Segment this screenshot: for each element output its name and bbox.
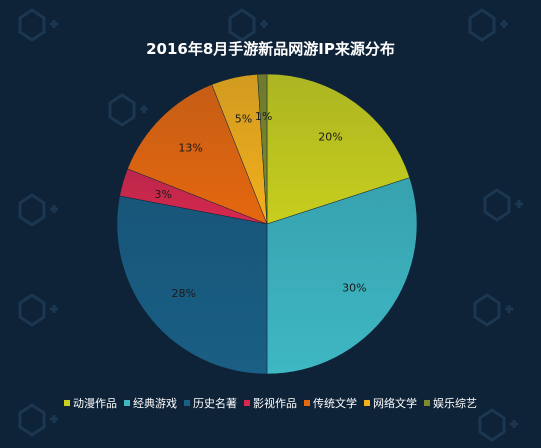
pie-slice-3	[116, 195, 268, 375]
legend-swatch	[364, 400, 370, 406]
slice-label-5: 13%	[178, 142, 202, 155]
pie-slice-5	[127, 84, 268, 225]
legend-swatch	[124, 400, 130, 406]
legend-swatch	[64, 400, 70, 406]
legend-swatch	[244, 400, 250, 406]
legend-label: 娱乐综艺	[433, 397, 477, 410]
legend-item-5: 传统文学	[304, 395, 357, 411]
legend-label: 影视作品	[253, 397, 297, 410]
slice-label-1: 20%	[318, 131, 342, 144]
legend-item-2: 经典游戏	[124, 395, 177, 411]
pie-slice-2	[266, 177, 418, 375]
slice-label-6: 5%	[235, 113, 252, 126]
slice-label-4: 3%	[155, 188, 172, 201]
chart-legend: 动漫作品 经典游戏 历史名著 影视作品 传统文学 网络文学 娱乐综艺	[0, 395, 541, 411]
legend-item-3: 历史名著	[184, 395, 237, 411]
pie-slice-1	[266, 73, 410, 225]
chart-title: 2016年8月手游新品网游IP来源分布	[146, 40, 395, 58]
legend-swatch	[304, 400, 310, 406]
legend-swatch	[424, 400, 430, 406]
legend-item-7: 娱乐综艺	[424, 395, 477, 411]
legend-item-6: 网络文学	[364, 395, 417, 411]
legend-item-4: 影视作品	[244, 395, 297, 411]
legend-label: 历史名著	[193, 397, 237, 410]
legend-label: 动漫作品	[73, 397, 117, 410]
legend-swatch	[184, 400, 190, 406]
slice-label-2: 30%	[342, 281, 366, 294]
legend-label: 经典游戏	[133, 397, 177, 410]
pie-slice-7	[257, 73, 268, 225]
slice-label-7: 1%	[255, 110, 272, 123]
slice-label-3: 28%	[172, 287, 196, 300]
legend-label: 网络文学	[373, 397, 417, 410]
legend-item-1: 动漫作品	[64, 395, 117, 411]
legend-label: 传统文学	[313, 397, 357, 410]
